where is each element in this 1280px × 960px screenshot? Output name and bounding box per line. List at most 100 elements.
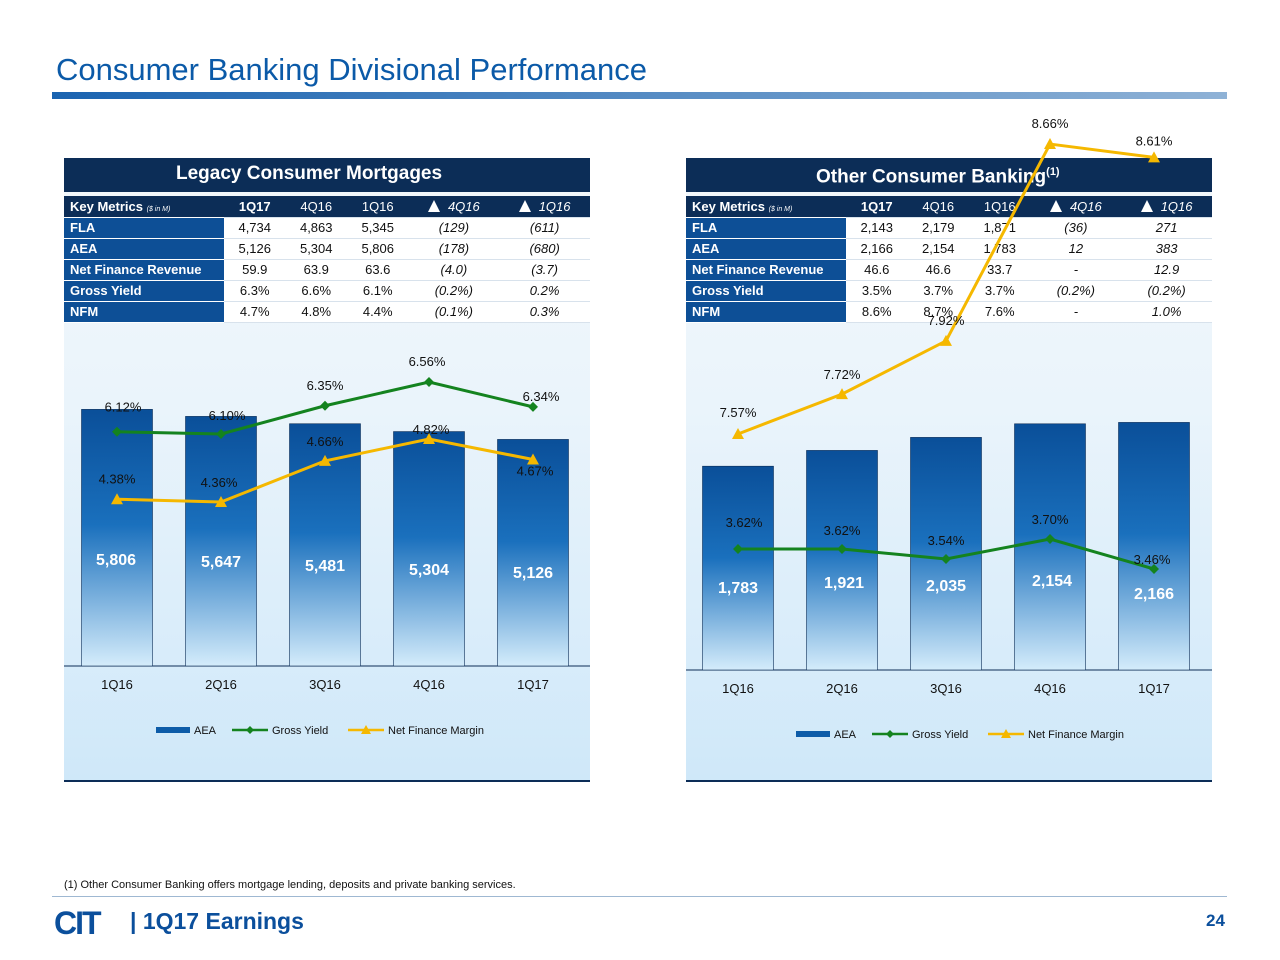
- nfm-point: [319, 454, 331, 466]
- delta-triangle-icon: [1140, 199, 1153, 212]
- gross-yield-point: [112, 426, 122, 437]
- table-cell: -: [1030, 301, 1122, 323]
- nfm-point: [940, 334, 952, 346]
- bar: [1118, 422, 1190, 671]
- table-cell: 2,179: [907, 217, 969, 239]
- bar-value-label: 2,154: [1032, 573, 1072, 590]
- bar-value-label: 1,921: [824, 575, 864, 592]
- table-cell: 4,863: [285, 217, 347, 239]
- nfm-point: [836, 388, 848, 400]
- other-consumer-banking-chart: 1,783 1,921 2,035 2,1542,1663.62%3.62%3.54%…: [686, 116, 1212, 741]
- nfm-point: [215, 496, 227, 507]
- nfm-label: 4.36%: [201, 475, 238, 490]
- gross-yield-point: [733, 544, 743, 554]
- gross-yield-point: [320, 400, 330, 411]
- table-cell: 4,734: [224, 217, 286, 239]
- cit-logo: CIT: [54, 907, 104, 937]
- nfm-label: 7.92%: [928, 313, 965, 328]
- table-cell: (178): [408, 238, 500, 260]
- table-cell: 63.6: [347, 259, 409, 281]
- header-col: 4Q16: [285, 196, 347, 218]
- row-label: FLA: [686, 217, 846, 239]
- table-cell: 3.7%: [907, 280, 969, 302]
- table-cell: 8.6%: [846, 301, 908, 323]
- header-col: 1Q16: [1121, 196, 1212, 218]
- table-row: FLA 2,143 2,179 1,871 (36) 271: [686, 217, 1212, 239]
- svg-text:CIT: CIT: [54, 907, 102, 937]
- table-cell: (0.2%): [408, 280, 500, 302]
- table-cell: 2,143: [846, 217, 908, 239]
- x-tick-label: 4Q16: [1034, 681, 1066, 696]
- gross-yield-label: 3.70%: [1032, 512, 1069, 527]
- table-cell: 8.7%: [907, 301, 969, 323]
- table-row: NFM 8.6% 8.7% 7.6% - 1.0%: [686, 301, 1212, 323]
- earnings-label: | 1Q17 Earnings: [130, 908, 304, 934]
- nfm-point: [423, 432, 435, 444]
- bar-value-label: 5,647: [201, 554, 241, 571]
- table-cell: 5,304: [285, 238, 347, 260]
- table-cell: 4.7%: [224, 301, 286, 323]
- table-cell: 0.3%: [499, 301, 590, 323]
- gross-yield-label: 3.62%: [726, 515, 763, 530]
- row-label: FLA: [64, 217, 224, 239]
- table-cell: 12.9: [1121, 259, 1212, 281]
- row-label: AEA: [64, 238, 224, 260]
- row-label: Net Finance Revenue: [686, 259, 846, 281]
- legend-marker: [886, 730, 894, 738]
- page-number: 24: [1206, 911, 1225, 930]
- table-cell: 12: [1030, 238, 1122, 260]
- table-cell: 383: [1121, 238, 1212, 260]
- x-tick-label: 2Q16: [205, 677, 237, 692]
- bar-value-label: 2,035: [926, 578, 966, 595]
- table-row: AEA 2,166 2,154 1,783 12 383: [686, 238, 1212, 260]
- x-tick-label: 4Q16: [413, 677, 445, 692]
- nfm-label: 7.57%: [720, 405, 757, 420]
- title-divider: [52, 92, 1227, 99]
- table-cell: 4.8%: [285, 301, 347, 323]
- gross-yield-point: [216, 429, 226, 439]
- header-col: 1Q16: [499, 196, 590, 218]
- header-col: 1Q17: [846, 196, 908, 218]
- header-label: Key Metrics ($ in M): [686, 196, 846, 218]
- table-cell: -: [1030, 259, 1122, 281]
- bar-value-label: 5,806: [96, 552, 136, 569]
- gross-yield-point: [941, 554, 951, 564]
- bar-value-label: 5,126: [513, 565, 553, 582]
- x-tick-label: 1Q16: [722, 681, 754, 696]
- table-cell: 5,806: [347, 238, 409, 260]
- table-cell: (680): [499, 238, 590, 260]
- nfm-label: 4.82%: [413, 422, 450, 437]
- table-cell: (36): [1030, 217, 1122, 239]
- panel-heading-bar: Other Consumer Banking(1): [686, 158, 1212, 192]
- nfm-point: [1148, 151, 1160, 163]
- table-cell: 59.9: [224, 259, 286, 281]
- gross-yield-label: 6.56%: [409, 354, 446, 369]
- legend-swatch-aea: [796, 731, 830, 737]
- header-col: 1Q17: [224, 196, 286, 218]
- table-header-row: Key Metrics ($ in M) 1Q17 4Q16 1Q16 4Q16…: [64, 196, 590, 218]
- table-cell: 3.5%: [846, 280, 908, 302]
- row-label: Gross Yield: [686, 280, 846, 302]
- x-tick-label: 3Q16: [309, 677, 341, 692]
- x-tick-label: 1Q17: [517, 677, 549, 692]
- table-row: AEA 5,126 5,304 5,806 (178) (680): [64, 238, 590, 260]
- gross-yield-point: [1149, 564, 1159, 574]
- bar: [806, 450, 878, 671]
- bar-value-label: 2,166: [1134, 586, 1174, 603]
- gross-yield-point: [528, 401, 538, 412]
- table-cell: 2,166: [846, 238, 908, 260]
- table-cell: (3.7): [499, 259, 590, 281]
- table-cell: 46.6: [846, 259, 908, 281]
- table-cell: (0.1%): [408, 301, 500, 323]
- table-cell: (4.0): [408, 259, 500, 281]
- key-metrics-table: Key Metrics ($ in M) 1Q17 4Q16 1Q16 4Q16…: [64, 196, 590, 323]
- legacy-consumer-mortgages-panel: Legacy Consumer Mortgages Key Metrics ($…: [64, 158, 590, 782]
- table-row: Gross Yield 6.3% 6.6% 6.1% (0.2%) 0.2%: [64, 280, 590, 302]
- panel-heading: Legacy Consumer Mortgages: [176, 163, 443, 184]
- row-label: NFM: [64, 301, 224, 323]
- table-cell: 6.3%: [224, 280, 286, 302]
- x-tick-label: 1Q17: [1138, 681, 1170, 696]
- header-col: 1Q16: [347, 196, 409, 218]
- nfm-point: [527, 453, 539, 465]
- nfm-point: [111, 493, 123, 505]
